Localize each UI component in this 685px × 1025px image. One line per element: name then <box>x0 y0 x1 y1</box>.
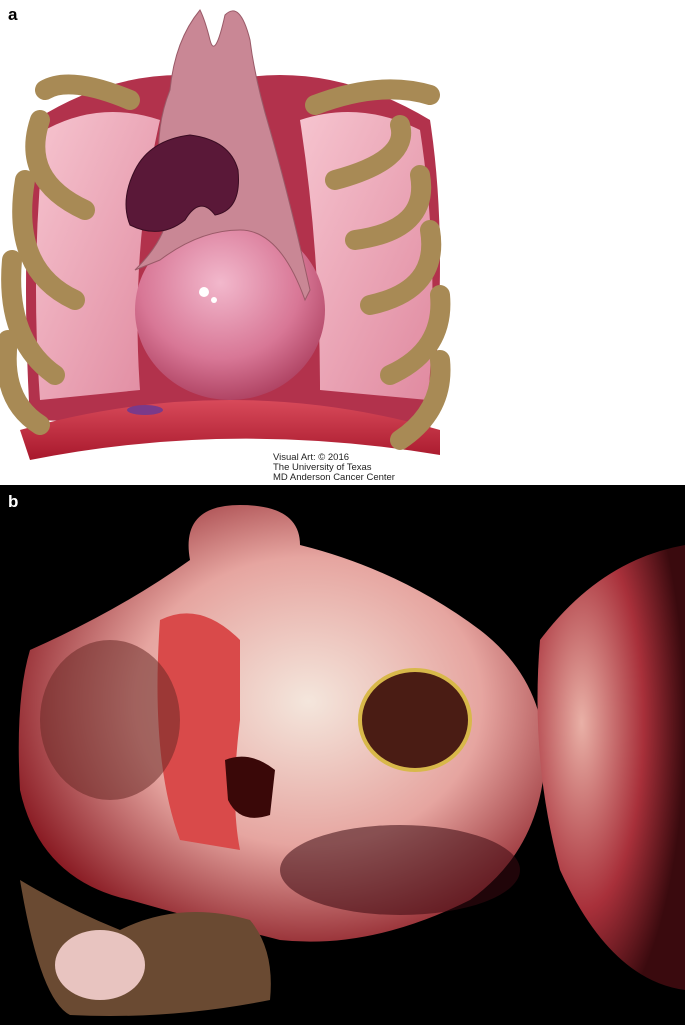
ribs <box>0 74 451 450</box>
implant <box>127 405 163 415</box>
vessel-region <box>157 613 240 850</box>
rib <box>345 165 432 250</box>
panel-b: b <box>0 485 685 1025</box>
credit-line: MD Anderson Cancer Center <box>273 472 395 483</box>
highlight <box>199 287 209 297</box>
dark-region <box>40 640 180 800</box>
rib <box>360 220 442 315</box>
pericardium <box>135 220 325 400</box>
panel-a: a Visual Art: © 2016 The University of T… <box>0 0 685 485</box>
small-section <box>55 930 145 1000</box>
rib <box>325 115 412 190</box>
hemorrhage <box>225 756 275 818</box>
rib <box>12 170 85 310</box>
rib <box>1 250 65 385</box>
dark-region <box>280 825 520 915</box>
highlight <box>211 297 217 303</box>
rib <box>380 285 451 385</box>
rib <box>305 79 440 115</box>
rib <box>390 350 451 450</box>
rib <box>0 330 50 435</box>
credit-line: The University of Texas <box>273 462 372 473</box>
adjacent-specimen <box>537 545 685 990</box>
diaphragm <box>20 400 440 460</box>
tumor <box>125 134 240 232</box>
credit-line: Visual Art: © 2016 <box>273 452 349 463</box>
rib <box>35 74 140 110</box>
panel-label: b <box>8 492 18 511</box>
panel-label: a <box>8 5 18 24</box>
rib <box>25 110 95 220</box>
nodule <box>358 668 472 772</box>
